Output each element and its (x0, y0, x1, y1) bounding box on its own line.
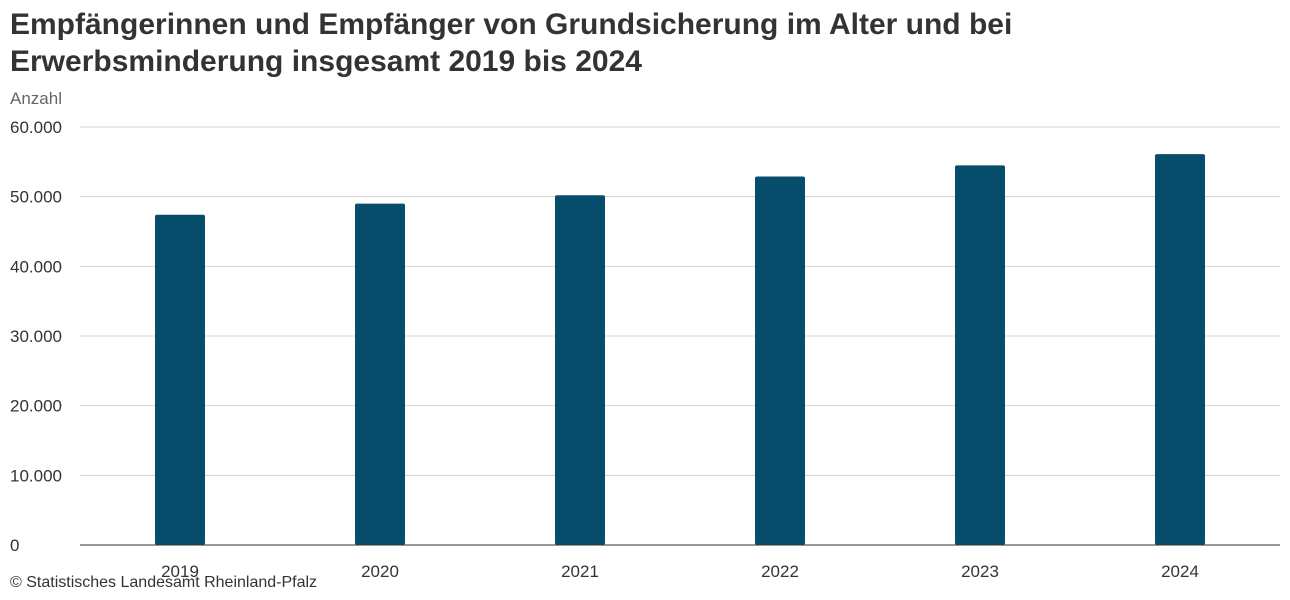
y-axis-ticks: 0 10.000 20.000 30.000 40.000 50.000 60.000 (10, 118, 62, 555)
chart-title: Empfängerinnen und Empfänger von Grundsi… (10, 8, 1013, 78)
source-note: © Statistisches Landesamt Rheinland-Pfal… (10, 574, 318, 591)
y-tick-label: 60.000 (10, 118, 62, 137)
bar-2019 (155, 214, 205, 545)
y-tick-label: 0 (10, 536, 19, 555)
gridlines (80, 126, 1280, 476)
bar-2022 (755, 176, 805, 546)
x-tick-label: 2022 (761, 562, 799, 581)
bar-2020 (355, 203, 405, 545)
y-tick-label: 40.000 (10, 257, 62, 276)
bar-2023 (955, 165, 1005, 546)
bar-2024 (1155, 154, 1205, 546)
x-tick-label: 2021 (561, 562, 599, 581)
y-tick-label: 10.000 (10, 466, 62, 485)
y-tick-label: 20.000 (10, 397, 62, 416)
x-tick-label: 2020 (361, 562, 399, 581)
x-tick-label: 2019 (161, 562, 199, 581)
x-axis-ticks: 2019 2020 2021 2022 2023 2024 (161, 562, 1199, 581)
bars (155, 154, 1205, 546)
bar-2021 (555, 195, 605, 546)
y-tick-label: 50.000 (10, 188, 62, 207)
y-axis-unit-label: Anzahl (10, 89, 62, 108)
y-tick-label: 30.000 (10, 327, 62, 346)
x-tick-label: 2024 (1161, 562, 1199, 581)
x-tick-label: 2023 (961, 562, 999, 581)
